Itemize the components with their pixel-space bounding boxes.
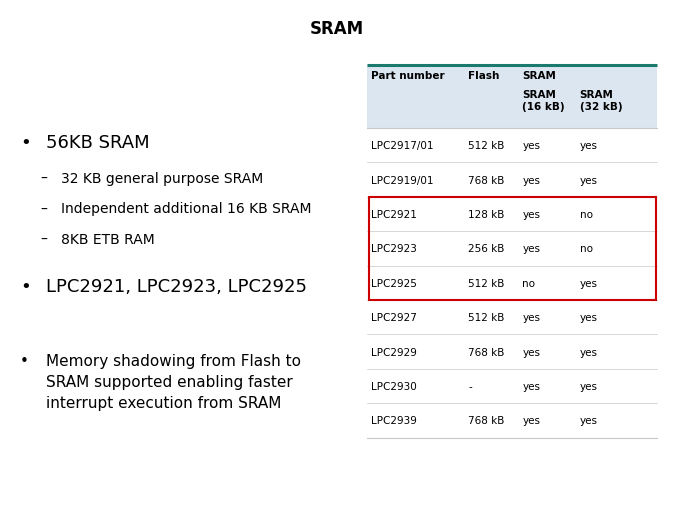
Text: no: no xyxy=(522,278,535,288)
FancyBboxPatch shape xyxy=(367,66,657,129)
Text: •: • xyxy=(20,278,31,296)
Text: Flash: Flash xyxy=(468,71,500,81)
Text: LPC2917/01: LPC2917/01 xyxy=(371,141,433,151)
Text: yes: yes xyxy=(522,381,541,391)
Text: SRAM: SRAM xyxy=(522,71,556,81)
Text: 32 KB general purpose SRAM: 32 KB general purpose SRAM xyxy=(61,172,263,186)
Text: Part number: Part number xyxy=(371,71,444,81)
Text: 768 kB: 768 kB xyxy=(468,416,505,426)
Text: yes: yes xyxy=(580,278,598,288)
Text: –: – xyxy=(40,232,47,246)
Text: Independent additional 16 KB SRAM: Independent additional 16 KB SRAM xyxy=(61,202,311,216)
Text: 8KB ETB RAM: 8KB ETB RAM xyxy=(61,232,154,246)
Text: SRAM
(16 kB): SRAM (16 kB) xyxy=(522,90,565,112)
Text: yes: yes xyxy=(522,244,541,254)
Text: 768 kB: 768 kB xyxy=(468,175,505,185)
Text: yes: yes xyxy=(580,381,598,391)
Text: –: – xyxy=(40,172,47,186)
Text: no: no xyxy=(580,244,592,254)
Text: LPC2919/01: LPC2919/01 xyxy=(371,175,433,185)
Text: Memory shadowing from Flash to
SRAM supported enabling faster
interrupt executio: Memory shadowing from Flash to SRAM supp… xyxy=(46,354,301,411)
Text: 512 kB: 512 kB xyxy=(468,141,505,151)
Text: 512 kB: 512 kB xyxy=(468,278,505,288)
Text: LPC2929: LPC2929 xyxy=(371,347,417,357)
Text: yes: yes xyxy=(580,175,598,185)
Text: yes: yes xyxy=(522,347,541,357)
Text: •: • xyxy=(20,354,29,369)
Text: yes: yes xyxy=(522,175,541,185)
Text: 128 kB: 128 kB xyxy=(468,210,505,220)
Text: yes: yes xyxy=(522,210,541,220)
Text: yes: yes xyxy=(580,141,598,151)
Text: 768 kB: 768 kB xyxy=(468,347,505,357)
Text: LPC2921, LPC2923, LPC2925: LPC2921, LPC2923, LPC2925 xyxy=(46,278,307,296)
Text: yes: yes xyxy=(580,416,598,426)
Text: yes: yes xyxy=(522,313,541,323)
Text: yes: yes xyxy=(580,347,598,357)
Text: -: - xyxy=(468,381,472,391)
Text: 512 kB: 512 kB xyxy=(468,313,505,323)
Text: yes: yes xyxy=(522,416,541,426)
Text: yes: yes xyxy=(580,313,598,323)
Text: LPC2927: LPC2927 xyxy=(371,313,417,323)
Text: SRAM: SRAM xyxy=(310,20,364,38)
Text: yes: yes xyxy=(522,141,541,151)
Text: •: • xyxy=(20,134,31,152)
Text: LPC2925: LPC2925 xyxy=(371,278,417,288)
Text: –: – xyxy=(40,202,47,216)
Text: LPC2939: LPC2939 xyxy=(371,416,417,426)
Text: LPC2930: LPC2930 xyxy=(371,381,417,391)
Text: LPC2923: LPC2923 xyxy=(371,244,417,254)
Text: LPC2921: LPC2921 xyxy=(371,210,417,220)
Text: SRAM
(32 kB): SRAM (32 kB) xyxy=(580,90,622,112)
Text: 256 kB: 256 kB xyxy=(468,244,505,254)
Text: 56KB SRAM: 56KB SRAM xyxy=(46,134,150,152)
Text: no: no xyxy=(580,210,592,220)
